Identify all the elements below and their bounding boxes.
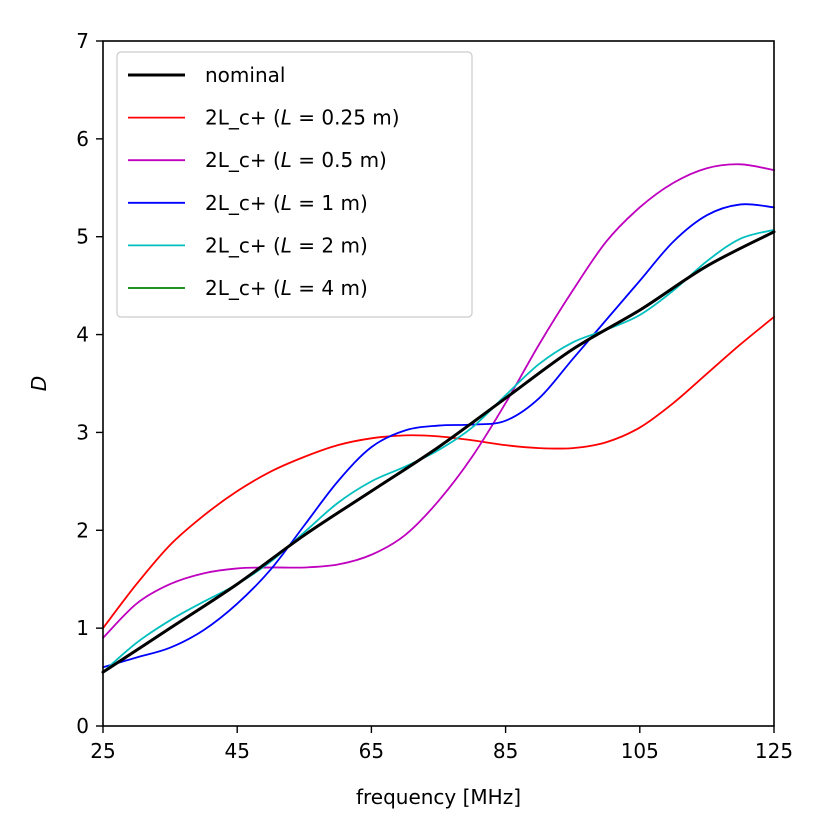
x-tick-label: 25 [90, 739, 115, 763]
x-tick-label: 125 [755, 739, 793, 763]
plot-frame [102, 40, 775, 727]
legend-label: 2L_c+ (L = 0.25 m) [205, 106, 400, 130]
y-tick-label: 2 [76, 518, 89, 542]
y-tick-label: 5 [76, 225, 89, 249]
y-axis-label: D [27, 376, 51, 391]
x-tick-label: 105 [621, 739, 659, 763]
legend-label: 2L_c+ (L = 0.5 m) [205, 148, 387, 172]
legend-label: 2L_c+ (L = 4 m) [205, 276, 368, 300]
series-line-1 [102, 316, 775, 630]
legend-label: 2L_c+ (L = 1 m) [205, 191, 368, 215]
y-tick-label: 4 [76, 323, 89, 347]
legend-label: 2L_c+ (L = 2 m) [205, 233, 368, 257]
legend: nominal 2L_c+ (L = 0.25 m) 2L_c+ (L = 0.5 … [116, 51, 473, 318]
y-tick-label: 0 [76, 714, 89, 738]
series-layer [101, 163, 776, 674]
x-tick-label: 65 [359, 739, 384, 763]
series-line-0 [101, 230, 776, 674]
series-line-2 [102, 163, 775, 639]
x-tick-label: 45 [224, 739, 249, 763]
x-axis-label: frequency [MHz] [356, 785, 521, 809]
series-line-3 [102, 203, 775, 669]
y-tick-label: 3 [76, 420, 89, 444]
series-line-4 [102, 228, 775, 674]
y-tick-label: 1 [76, 616, 89, 640]
x-tick-label: 85 [493, 739, 518, 763]
legend-box [116, 51, 473, 318]
legend-label: nominal [205, 63, 285, 87]
y-tick-label: 7 [76, 29, 89, 53]
y-tick-label: 6 [76, 127, 89, 151]
